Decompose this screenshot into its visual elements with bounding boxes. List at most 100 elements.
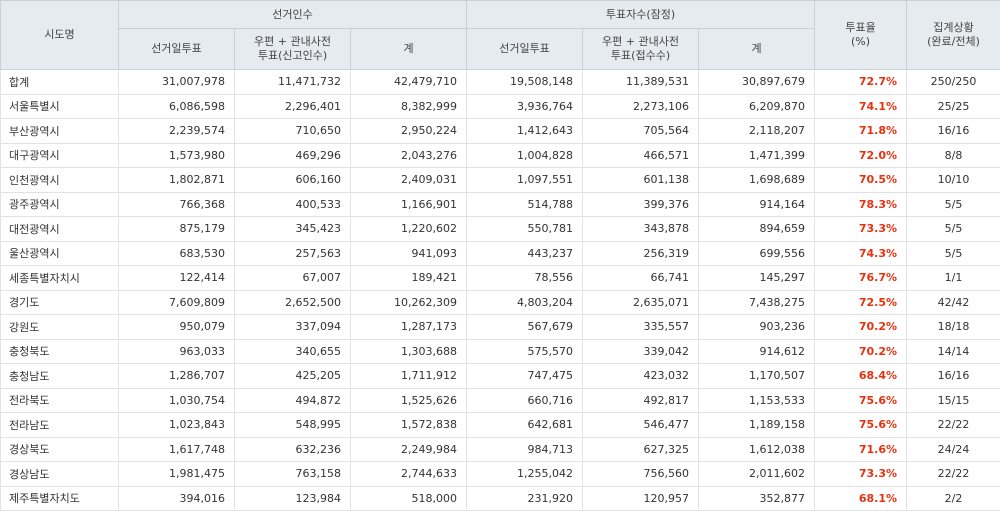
- turnout-rate-cell: 72.0%: [815, 143, 907, 168]
- turnout-rate-cell: 75.6%: [815, 388, 907, 413]
- electorate-total-cell: 8,382,999: [351, 94, 467, 119]
- voters-total-cell: 30,897,679: [699, 70, 815, 95]
- count-status-cell: 5/5: [907, 192, 1000, 217]
- region-cell: 경기도: [1, 290, 119, 315]
- turnout-rate-cell: 74.1%: [815, 94, 907, 119]
- header-voters: 투표자수(잠정): [467, 1, 815, 29]
- voters-election-day-cell: 567,679: [467, 315, 583, 340]
- voters-postal-cell: 2,273,106: [583, 94, 699, 119]
- voters-election-day-cell: 1,255,042: [467, 462, 583, 487]
- electorate-election-day-cell: 950,079: [119, 315, 235, 340]
- voters-election-day-cell: 660,716: [467, 388, 583, 413]
- voters-postal-cell: 466,571: [583, 143, 699, 168]
- voters-election-day-cell: 443,237: [467, 241, 583, 266]
- electorate-election-day-cell: 7,609,809: [119, 290, 235, 315]
- electorate-election-day-cell: 394,016: [119, 486, 235, 511]
- electorate-election-day-cell: 6,086,598: [119, 94, 235, 119]
- turnout-rate-cell: 75.6%: [815, 413, 907, 438]
- voters-total-cell: 145,297: [699, 266, 815, 291]
- voters-postal-cell: 343,878: [583, 217, 699, 242]
- electorate-postal-cell: 548,995: [235, 413, 351, 438]
- electorate-total-cell: 1,525,626: [351, 388, 467, 413]
- voters-election-day-cell: 984,713: [467, 437, 583, 462]
- electorate-total-cell: 518,000: [351, 486, 467, 511]
- voters-postal-cell: 339,042: [583, 339, 699, 364]
- voters-election-day-cell: 1,004,828: [467, 143, 583, 168]
- voters-postal-cell: 492,817: [583, 388, 699, 413]
- region-cell: 울산광역시: [1, 241, 119, 266]
- header-e-election-day: 선거일투표: [119, 29, 235, 70]
- voters-total-cell: 914,612: [699, 339, 815, 364]
- header-e-total: 계: [351, 29, 467, 70]
- turnout-rate-cell: 70.2%: [815, 315, 907, 340]
- electorate-total-cell: 2,249,984: [351, 437, 467, 462]
- turnout-rate-cell: 71.6%: [815, 437, 907, 462]
- count-status-cell: 5/5: [907, 217, 1000, 242]
- count-status-cell: 16/16: [907, 119, 1000, 144]
- voters-postal-cell: 601,138: [583, 168, 699, 193]
- region-cell: 광주광역시: [1, 192, 119, 217]
- electorate-postal-cell: 400,533: [235, 192, 351, 217]
- turnout-rate-cell: 72.5%: [815, 290, 907, 315]
- electorate-total-cell: 941,093: [351, 241, 467, 266]
- header-v-election-day: 선거일투표: [467, 29, 583, 70]
- voters-total-cell: 1,153,533: [699, 388, 815, 413]
- electorate-postal-cell: 257,563: [235, 241, 351, 266]
- region-cell: 경상북도: [1, 437, 119, 462]
- count-status-cell: 10/10: [907, 168, 1000, 193]
- count-status-cell: 25/25: [907, 94, 1000, 119]
- region-cell: 충청남도: [1, 364, 119, 389]
- count-status-cell: 42/42: [907, 290, 1000, 315]
- voters-postal-cell: 546,477: [583, 413, 699, 438]
- voters-postal-cell: 627,325: [583, 437, 699, 462]
- region-cell: 충청북도: [1, 339, 119, 364]
- voters-total-cell: 1,698,689: [699, 168, 815, 193]
- header-count-status: 집계상황 (완료/전체): [907, 1, 1000, 70]
- turnout-rate-cell: 73.3%: [815, 217, 907, 242]
- voters-election-day-cell: 78,556: [467, 266, 583, 291]
- turnout-rate-cell: 68.1%: [815, 486, 907, 511]
- voters-postal-cell: 423,032: [583, 364, 699, 389]
- electorate-postal-cell: 710,650: [235, 119, 351, 144]
- count-status-cell: 1/1: [907, 266, 1000, 291]
- count-status-cell: 5/5: [907, 241, 1000, 266]
- voters-election-day-cell: 550,781: [467, 217, 583, 242]
- count-status-cell: 250/250: [907, 70, 1000, 95]
- electorate-total-cell: 2,744,633: [351, 462, 467, 487]
- voters-total-cell: 894,659: [699, 217, 815, 242]
- count-status-cell: 16/16: [907, 364, 1000, 389]
- voters-total-cell: 1,189,158: [699, 413, 815, 438]
- electorate-postal-cell: 2,652,500: [235, 290, 351, 315]
- region-cell: 제주특별자치도: [1, 486, 119, 511]
- electorate-total-cell: 1,303,688: [351, 339, 467, 364]
- header-e-postal-label: 우편 + 관내사전 투표(신고인수): [254, 35, 331, 62]
- voters-total-cell: 1,170,507: [699, 364, 815, 389]
- voters-total-cell: 2,118,207: [699, 119, 815, 144]
- count-status-cell: 8/8: [907, 143, 1000, 168]
- header-e-postal: 우편 + 관내사전 투표(신고인수): [235, 29, 351, 70]
- header-v-total: 계: [699, 29, 815, 70]
- electorate-postal-cell: 469,296: [235, 143, 351, 168]
- voters-total-cell: 914,164: [699, 192, 815, 217]
- electorate-postal-cell: 337,094: [235, 315, 351, 340]
- count-status-cell: 2/2: [907, 486, 1000, 511]
- electorate-postal-cell: 345,423: [235, 217, 351, 242]
- electorate-total-cell: 1,220,602: [351, 217, 467, 242]
- count-status-cell: 15/15: [907, 388, 1000, 413]
- electorate-election-day-cell: 683,530: [119, 241, 235, 266]
- electorate-election-day-cell: 1,573,980: [119, 143, 235, 168]
- voters-election-day-cell: 231,920: [467, 486, 583, 511]
- voters-postal-cell: 399,376: [583, 192, 699, 217]
- voters-total-cell: 699,556: [699, 241, 815, 266]
- region-cell: 대전광역시: [1, 217, 119, 242]
- electorate-postal-cell: 340,655: [235, 339, 351, 364]
